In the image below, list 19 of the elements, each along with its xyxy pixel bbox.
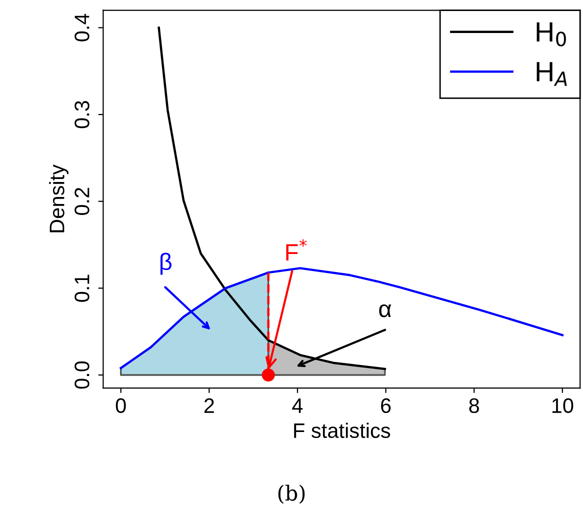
annotation: F$^{*}$ [286,239,307,261]
legend-label: H$_{0}$ [536,22,566,46]
x-tick-label: 2 [204,398,214,413]
x-tick-label: 10 [552,398,574,414]
y-tick-label: 0.3 [74,100,90,128]
text: (b) [278,484,305,504]
x-tick-label: 4 [292,398,303,413]
legend-label: H$_{A}$ [536,62,567,86]
y-axis-title: Density [49,164,68,232]
annotation: α [379,304,392,318]
x-tick-label: 8 [469,398,479,414]
y-tick-label: 0.0 [74,361,90,389]
x-axis-title: F statistics [294,422,390,438]
x-tick-label: 0 [116,398,126,414]
y-tick-label: 0.2 [74,188,90,216]
y-tick-label: 0.1 [74,274,90,302]
x-tick-label: 6 [381,398,391,414]
annotation: β [160,252,172,275]
y-tick-label: 0.4 [74,14,90,42]
